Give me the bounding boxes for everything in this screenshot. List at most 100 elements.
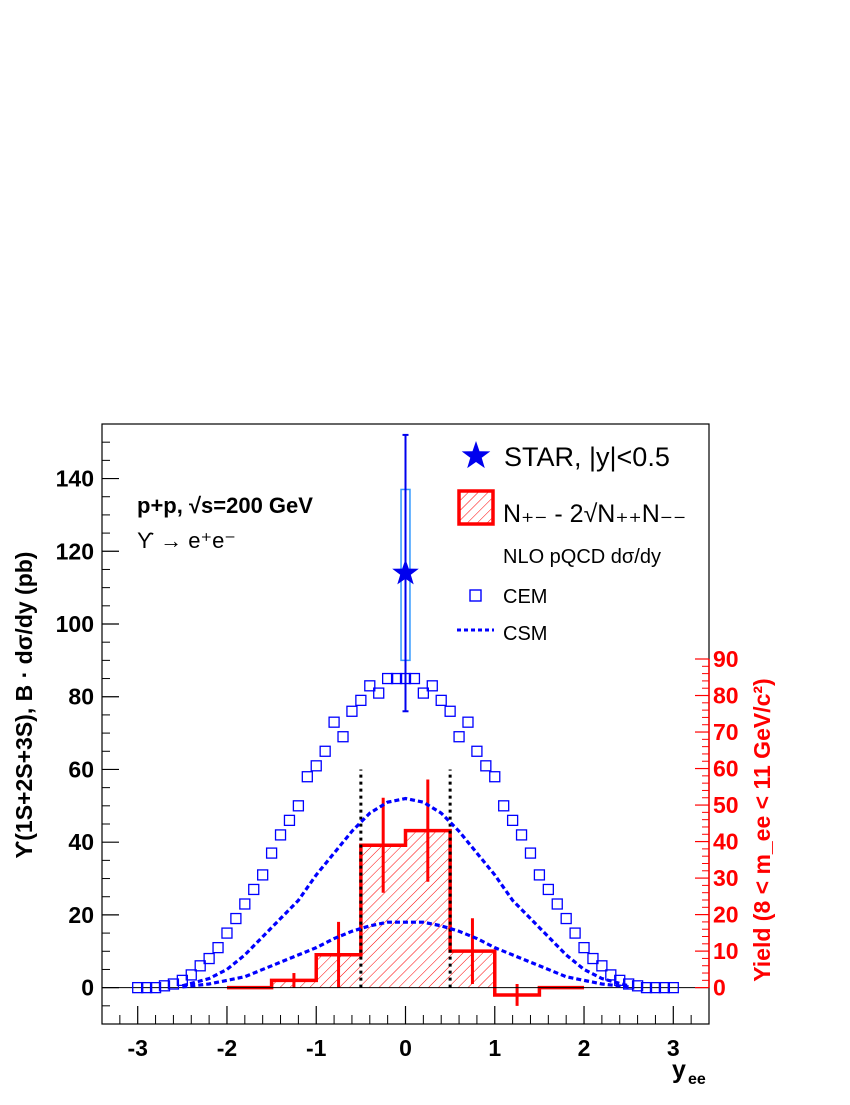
cem-point — [158, 980, 171, 992]
y-right-tick-label: 30 — [713, 865, 739, 891]
cem-point — [533, 869, 546, 881]
y-axis-left-label: ϒ(1S+2S+3S), B · dσ/dy (pb) — [11, 552, 37, 859]
legend-cem-label: CEM — [503, 586, 547, 608]
cem-point — [355, 694, 367, 707]
cem-point — [640, 981, 653, 994]
cem-point — [623, 978, 635, 990]
legend-csm-entry: CSM — [457, 623, 547, 645]
cem-point — [596, 960, 608, 972]
cem-point — [248, 883, 260, 896]
cem-point — [417, 687, 430, 699]
reference-lines-layer — [359, 769, 452, 988]
y-right-tick-label: 50 — [713, 792, 739, 818]
cem-point — [257, 869, 269, 881]
cem-point — [328, 716, 340, 728]
cem-point — [614, 974, 626, 987]
cem-point — [551, 898, 563, 910]
cem-point — [149, 981, 162, 994]
star-marker — [392, 559, 419, 585]
cem-point — [230, 912, 242, 925]
y-right-tick-label: 40 — [713, 829, 739, 855]
csm-curve — [181, 796, 630, 988]
cem-point — [212, 941, 224, 954]
cem-point — [132, 981, 144, 994]
legend: STAR, |y|<0.5 N₊₋ - 2√N₊₊N₋₋ NLO pQCD dσ… — [457, 441, 686, 645]
y-left-tick-label: 60 — [68, 756, 94, 782]
y-right-tick-label: 80 — [713, 683, 739, 709]
cem-point — [292, 800, 305, 812]
legend-histogram-label: N₊₋ - 2√N₊₊N₋₋ — [503, 500, 686, 528]
x-tick-label: 1 — [488, 1035, 501, 1061]
legend-histogram-entry: N₊₋ - 2√N₊₊N₋₋ — [457, 489, 686, 528]
y-left-tick-label: 80 — [68, 684, 94, 710]
csm-layer — [181, 796, 630, 989]
cem-point — [453, 731, 465, 743]
cem-point — [337, 731, 349, 743]
cem-point — [426, 680, 438, 692]
y-axis-right-label: Yield (8 < m_ee < 11 GeV/c²) — [749, 678, 775, 981]
star-layer — [392, 433, 419, 713]
annotation-decay: ϒ → e⁺e⁻ — [137, 528, 236, 553]
cem-point — [301, 771, 313, 783]
cem-point — [560, 912, 572, 925]
legend-star-label: STAR, |y|<0.5 — [504, 442, 670, 472]
csm-curve — [182, 920, 629, 989]
legend-star-entry: STAR, |y|<0.5 — [461, 441, 670, 472]
cem-point — [140, 981, 153, 994]
legend-csm-label: CSM — [503, 623, 547, 645]
x-axis-label-sub: ee — [688, 1071, 706, 1088]
cem-point — [203, 952, 215, 965]
cem-point — [239, 898, 251, 910]
y-right-tick-label: 0 — [713, 975, 726, 1001]
cem-point — [274, 829, 287, 841]
cem-point — [649, 981, 662, 994]
x-axis-label-main: y — [672, 1056, 686, 1084]
x-tick-label: 0 — [399, 1035, 412, 1061]
cem-point — [515, 829, 528, 841]
y-left-tick-label: 100 — [56, 611, 94, 637]
cem-point — [435, 694, 447, 707]
cem-point — [265, 847, 278, 859]
y-left-tick-label: 140 — [56, 466, 94, 492]
cem-point — [542, 883, 554, 896]
legend-cem-symbol — [469, 589, 482, 602]
cem-point — [471, 745, 483, 757]
cem-point — [167, 978, 180, 990]
annotation-system: p+p, √s=200 GeV — [137, 493, 313, 518]
legend-nlo-header: NLO pQCD dσ/dy — [503, 546, 661, 568]
cem-point — [364, 680, 376, 692]
y-right-tick-label: 60 — [713, 756, 739, 782]
cem-point — [569, 927, 581, 939]
cem-point — [221, 927, 233, 939]
cem-point — [658, 981, 671, 994]
y-right-tick-label: 70 — [713, 719, 739, 745]
cem-point — [185, 969, 197, 981]
cem-point — [310, 760, 322, 772]
cem-point — [390, 672, 403, 685]
cem-point — [578, 941, 590, 954]
legend-cem-entry: CEM — [469, 586, 547, 608]
cem-point — [373, 687, 385, 699]
cem-point — [346, 705, 358, 717]
cem-point — [587, 952, 599, 965]
y-right-tick-label: 20 — [713, 902, 739, 928]
cem-layer — [132, 672, 679, 994]
y-left-tick-label: 40 — [68, 829, 94, 855]
legend-star-symbol — [461, 441, 491, 469]
y-axis-right-label-text: Yield (8 < m_ee < 11 GeV/c²) — [749, 678, 775, 981]
x-axis-label: y ee — [672, 1056, 706, 1088]
cem-point — [667, 981, 679, 994]
y-left-tick-label: 120 — [56, 538, 94, 564]
cem-point — [480, 760, 492, 772]
cem-point — [462, 716, 474, 728]
cem-point — [524, 847, 537, 859]
y-right-tick-label: 10 — [713, 938, 739, 964]
legend-histogram-swatch — [457, 489, 495, 526]
histogram-layer — [226, 779, 585, 1006]
cem-point — [631, 980, 644, 992]
cem-point — [506, 814, 519, 827]
cem-point — [444, 705, 456, 717]
